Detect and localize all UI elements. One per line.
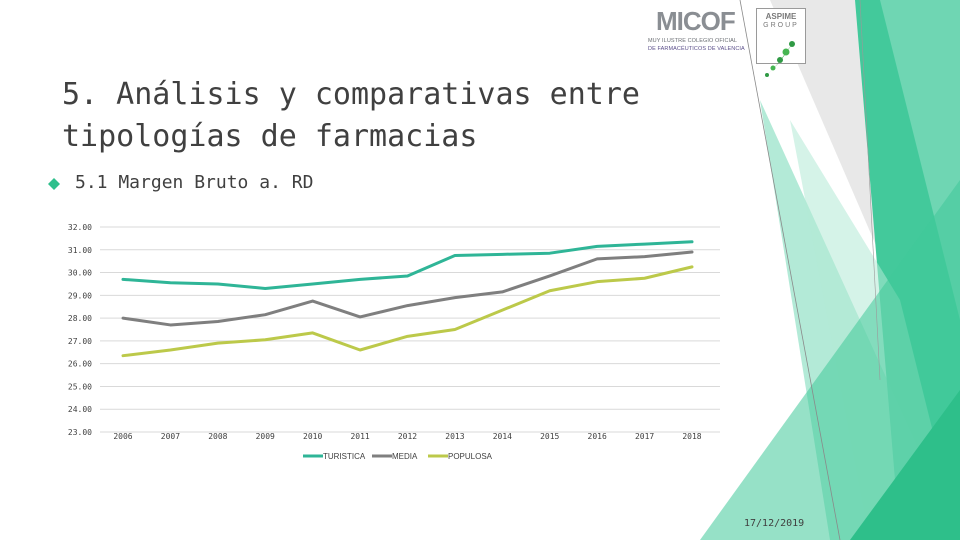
legend-label: MEDIA <box>392 452 418 461</box>
slide-title-line-2: tipologías de farmacias <box>62 119 478 154</box>
x-tick-label: 2010 <box>303 432 322 441</box>
aspime-wordmark: ASPIME <box>765 12 797 21</box>
x-tick-label: 2011 <box>350 432 369 441</box>
legend-label: TURISTICA <box>323 452 366 461</box>
y-tick-label: 25.00 <box>68 382 92 391</box>
y-tick-label: 26.00 <box>68 360 92 369</box>
aspime-logo: ASPIME GROUP <box>756 8 806 64</box>
y-tick-label: 27.00 <box>68 337 92 346</box>
x-tick-label: 2012 <box>398 432 417 441</box>
y-tick-label: 24.00 <box>68 405 92 414</box>
y-axis-ticks: 32.00 31.00 30.00 29.00 28.00 27.00 26.00 25.00… <box>68 223 92 437</box>
x-tick-label: 2018 <box>682 432 701 441</box>
micof-wordmark: MICOF <box>656 6 736 36</box>
x-tick-label: 2015 <box>540 432 559 441</box>
y-tick-label: 29.00 <box>68 291 92 300</box>
slide-subtitle: 5.1 Margen Bruto a. RD <box>75 172 314 193</box>
series-line-populosa <box>121 265 694 358</box>
x-tick-label: 2013 <box>445 432 464 441</box>
chart-gridlines <box>100 226 720 433</box>
diamond-bullet-icon <box>48 178 60 190</box>
x-tick-label: 2016 <box>588 432 607 441</box>
aspime-map-icon <box>762 38 798 80</box>
legend-label: POPULOSA <box>448 452 493 461</box>
y-tick-label: 31.00 <box>68 246 92 255</box>
x-tick-label: 2006 <box>113 432 132 441</box>
x-tick-label: 2009 <box>256 432 275 441</box>
chart-legend: TURISTICA MEDIA POPULOSA <box>303 452 493 461</box>
x-tick-label: 2017 <box>635 432 654 441</box>
series-line-media <box>121 250 694 327</box>
slide-title-line-1: 5. Análisis y comparativas entre <box>62 77 640 112</box>
micof-logo: MICOF MUY ILUSTRE COLEGIO OFICIAL DE FAR… <box>640 6 745 54</box>
aspime-group-label: GROUP <box>763 22 799 29</box>
x-axis-ticks: 2006 2007 2008 2009 2010 2011 2012 2013 2014 2015… <box>113 432 701 441</box>
x-tick-label: 2014 <box>493 432 512 441</box>
x-tick-label: 2008 <box>208 432 227 441</box>
chart-series <box>121 240 694 358</box>
y-tick-label: 23.00 <box>68 428 92 437</box>
y-tick-label: 32.00 <box>68 223 92 232</box>
micof-tagline-2: DE FARMACÉUTICOS DE VALENCIA <box>648 46 745 52</box>
micof-tagline-1: MUY ILUSTRE COLEGIO OFICIAL <box>648 38 738 44</box>
y-tick-label: 30.00 <box>68 269 92 278</box>
slide-title: 5. Análisis y comparativas entre tipolog… <box>62 74 682 158</box>
x-tick-label: 2007 <box>161 432 180 441</box>
slide-date: 17/12/2019 <box>744 518 805 529</box>
y-tick-label: 28.00 <box>68 314 92 323</box>
